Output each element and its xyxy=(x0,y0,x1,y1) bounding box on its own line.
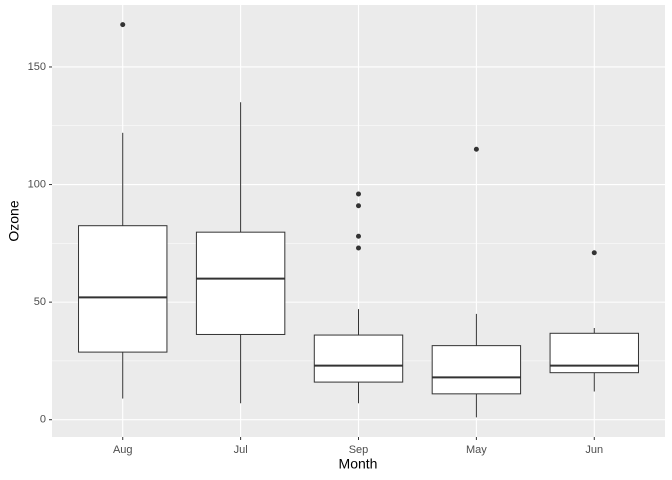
box xyxy=(431,345,522,395)
outlier xyxy=(356,191,361,197)
x-tick-label: Jun xyxy=(585,444,603,456)
x-tick-label: Aug xyxy=(113,444,133,456)
x-axis-title: Month xyxy=(339,456,378,472)
outlier xyxy=(473,146,479,152)
y-tick-label: 0 xyxy=(40,414,46,426)
y-axis-title: Ozone xyxy=(6,200,22,241)
y-tick-label: 100 xyxy=(28,178,46,190)
marks xyxy=(78,22,639,418)
outlier xyxy=(591,250,597,256)
box xyxy=(78,225,168,353)
box xyxy=(313,334,404,383)
outlier xyxy=(120,22,126,28)
outlier xyxy=(356,233,361,239)
x-tick-label: Sep xyxy=(349,444,369,456)
box xyxy=(195,231,286,335)
box xyxy=(549,332,639,374)
x-tick-label: Jul xyxy=(234,444,248,456)
outlier xyxy=(356,203,361,209)
outlier xyxy=(356,245,361,251)
y-tick-label: 150 xyxy=(28,61,46,73)
y-tick-label: 50 xyxy=(34,296,46,308)
x-tick-label: May xyxy=(466,444,487,456)
